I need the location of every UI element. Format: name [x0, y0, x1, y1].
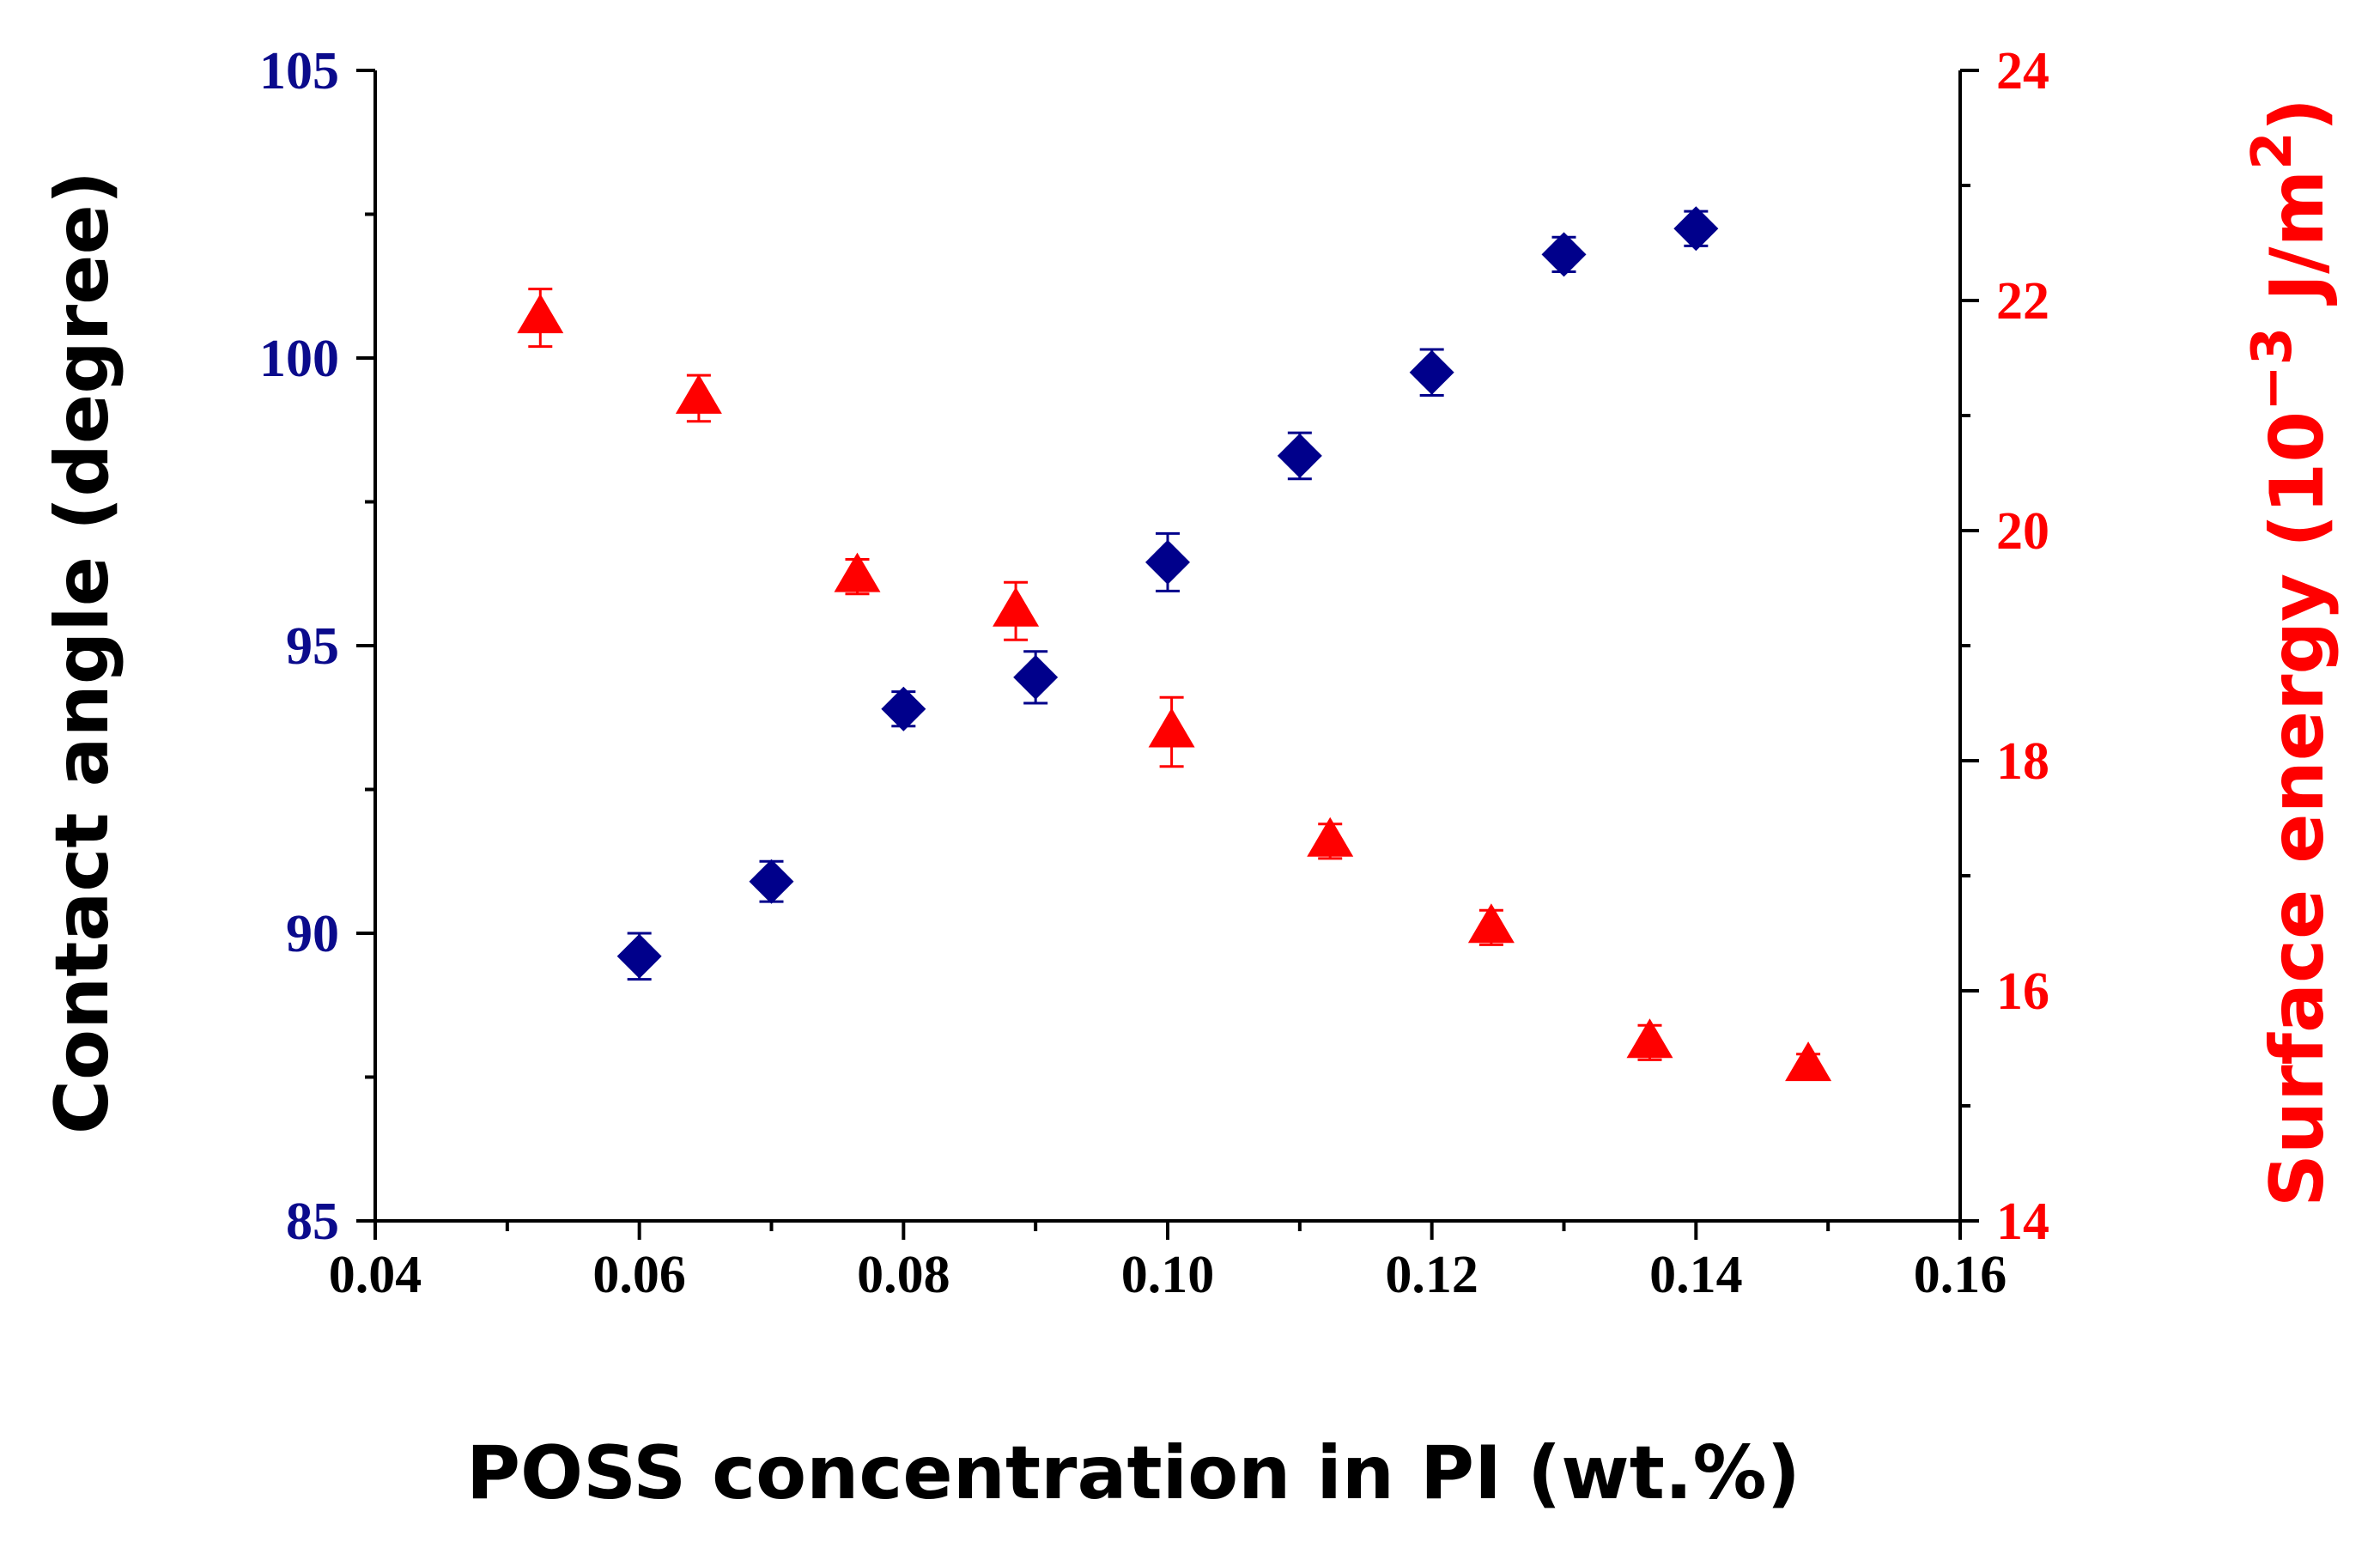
x-tick-label: 0.14	[1649, 1246, 1743, 1304]
x-tick-label: 0.12	[1385, 1246, 1478, 1304]
right-axis-title: Surface energy (10−3 J/m2)	[2241, 98, 2341, 1207]
surface-energy-point	[675, 373, 722, 414]
surface-energy-point	[1785, 1041, 1832, 1082]
left-tick-label: 90	[286, 905, 339, 963]
contact-angle-point	[1145, 539, 1190, 585]
surface-energy-point	[1467, 903, 1515, 944]
contact-angle-point	[1013, 654, 1059, 700]
x-tick-label: 0.10	[1121, 1246, 1215, 1304]
x-tick-label: 0.06	[592, 1246, 686, 1304]
axes: 0.04 0.06 0.08 0.10 0.12 0.14 0.16 85 90 95 100 105…	[259, 42, 2049, 1304]
left-axis-title: Contact angle (degree)	[39, 171, 125, 1134]
left-tick-label: 95	[286, 617, 339, 676]
data-marks	[517, 206, 1832, 1082]
left-tick-label: 105	[259, 42, 339, 100]
surface-energy-point	[517, 294, 564, 334]
right-tick-label: 24	[1996, 42, 2049, 100]
surface-energy-point	[834, 552, 881, 592]
contact-angle-point	[1541, 232, 1587, 277]
contact-angle-point	[1409, 349, 1454, 395]
right-tick-label: 18	[1996, 732, 2049, 791]
right-axis-title-end: )	[2255, 98, 2341, 131]
contact-angle-point	[1673, 206, 1719, 252]
x-axis-title: POSS concentration in PI (wt.%)	[466, 1430, 1800, 1516]
contact-angle-point	[1277, 433, 1322, 478]
x-tick-label: 0.08	[857, 1246, 950, 1304]
surface-energy-point	[993, 586, 1040, 627]
right-tick-label: 14	[1996, 1193, 2049, 1251]
right-axis-title-main: Surface energy (10	[2255, 411, 2341, 1207]
right-axis-title-exp1: −3	[2241, 327, 2304, 411]
right-tick-label: 16	[1996, 962, 2049, 1021]
right-axis-title-exp2: 2	[2241, 131, 2304, 170]
left-tick-label: 85	[286, 1193, 339, 1251]
right-tick-label: 20	[1996, 502, 2049, 561]
contact-angle-point	[616, 933, 662, 979]
x-tick-label: 0.16	[1914, 1246, 2007, 1304]
left-tick-label: 100	[259, 330, 339, 388]
surface-energy-point	[1148, 707, 1195, 748]
surface-energy-point	[1307, 816, 1354, 857]
right-tick-label: 22	[1996, 272, 2049, 331]
contact-angle-point	[881, 686, 926, 732]
surface-energy-point	[1626, 1018, 1673, 1059]
contact-angle-point	[749, 859, 794, 904]
x-tick-label: 0.04	[329, 1246, 422, 1304]
right-axis-title-mid: J/m	[2255, 170, 2341, 327]
